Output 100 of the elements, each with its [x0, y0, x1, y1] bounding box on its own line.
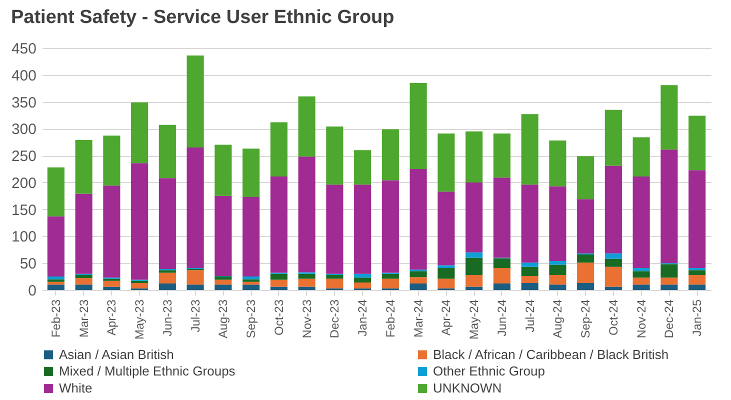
bar: [493, 284, 510, 290]
bar: [47, 282, 64, 285]
bar: [47, 279, 64, 282]
x-tick-label: Jun-23: [160, 299, 174, 336]
bar: [632, 284, 650, 290]
bar: [186, 147, 204, 268]
bar: [577, 156, 594, 200]
bar: [158, 124, 176, 178]
bar: [410, 277, 427, 284]
bar: [214, 144, 232, 196]
bar: [47, 276, 64, 280]
bar: [549, 274, 566, 285]
y-tick-label: 200: [11, 174, 36, 192]
legend-label: UNKNOWN: [433, 380, 502, 396]
bar: [604, 286, 622, 290]
bar: [75, 194, 92, 274]
bar: [521, 283, 538, 290]
bar: [493, 178, 510, 258]
bar: [382, 274, 399, 279]
bar: [242, 282, 260, 285]
y-tick-label: 250: [11, 148, 36, 166]
bar: [186, 284, 204, 290]
bar: [354, 282, 372, 288]
bar: [660, 150, 678, 264]
bar: [577, 199, 594, 254]
x-tick-label: Aug-24: [550, 299, 565, 338]
bar: [242, 196, 260, 277]
x-tick-label: Mar-23: [76, 299, 91, 338]
bar: [632, 137, 650, 177]
bar: [660, 278, 678, 285]
x-tick-label: Feb-24: [383, 299, 398, 338]
bar: [688, 284, 706, 290]
bar: [466, 182, 483, 252]
bar: [103, 280, 120, 287]
x-tick-label: Jan-24: [356, 299, 370, 336]
bar: [577, 262, 594, 284]
bar: [158, 178, 176, 270]
bar: [604, 258, 622, 267]
y-tick-label: 100: [11, 228, 36, 246]
bar: [47, 284, 64, 290]
y-tick-label: 400: [11, 67, 36, 84]
bar: [354, 274, 372, 278]
x-tick-label: Jul-24: [522, 299, 537, 332]
bar: [438, 265, 455, 268]
bar: [270, 274, 288, 280]
y-tick-label: 150: [11, 202, 36, 219]
bar: [242, 284, 260, 290]
bar: [354, 278, 372, 282]
bar: [131, 163, 148, 280]
bar: [326, 184, 344, 274]
bar: [632, 268, 650, 272]
bar: [549, 260, 566, 265]
bar: [632, 176, 650, 268]
bar: [298, 274, 316, 279]
bar: [410, 169, 427, 270]
bar: [549, 284, 566, 290]
x-tick-label: Nov-23: [300, 299, 314, 338]
x-tick-label: Jul-23: [188, 299, 202, 332]
bar: [382, 278, 399, 288]
legend-label: White: [59, 380, 92, 396]
x-tick-label: Jan-25: [690, 299, 704, 336]
bar: [466, 286, 483, 290]
bar: [660, 284, 678, 290]
bar: [298, 156, 316, 272]
bar: [214, 276, 232, 280]
bar: [493, 134, 510, 178]
chart-title: Patient Safety - Service User Ethnic Group: [10, 7, 394, 28]
bar: [214, 196, 232, 276]
bar: [466, 252, 483, 258]
bar: [186, 270, 204, 285]
bar: [75, 274, 92, 278]
bar: [242, 279, 260, 282]
bar: [103, 136, 120, 186]
bar: [242, 148, 260, 197]
bar: [438, 192, 455, 266]
x-tick-label: Aug-23: [216, 299, 230, 338]
bar: [75, 278, 92, 285]
bar: [186, 56, 204, 148]
bar: [131, 102, 148, 164]
bar: [103, 286, 120, 290]
x-tick-label: Dec-24: [662, 299, 676, 338]
x-tick-label: Sep-23: [244, 299, 258, 338]
bar: [410, 82, 427, 169]
bar: [131, 280, 148, 284]
bar: [688, 170, 706, 268]
bar: [466, 274, 483, 287]
bar: [604, 253, 622, 259]
bar: [549, 264, 566, 275]
bar: [660, 85, 678, 150]
x-tick-label: Nov-24: [634, 299, 648, 338]
bar: [354, 150, 372, 185]
bar: [75, 140, 92, 194]
bar: [604, 166, 622, 254]
bar: [688, 268, 706, 270]
y-tick-label: 0: [28, 282, 36, 300]
bar: [521, 276, 538, 284]
bar: [158, 270, 176, 273]
bar: [688, 270, 706, 275]
bar: [632, 278, 650, 285]
x-tick-label: Oct-24: [606, 299, 620, 336]
